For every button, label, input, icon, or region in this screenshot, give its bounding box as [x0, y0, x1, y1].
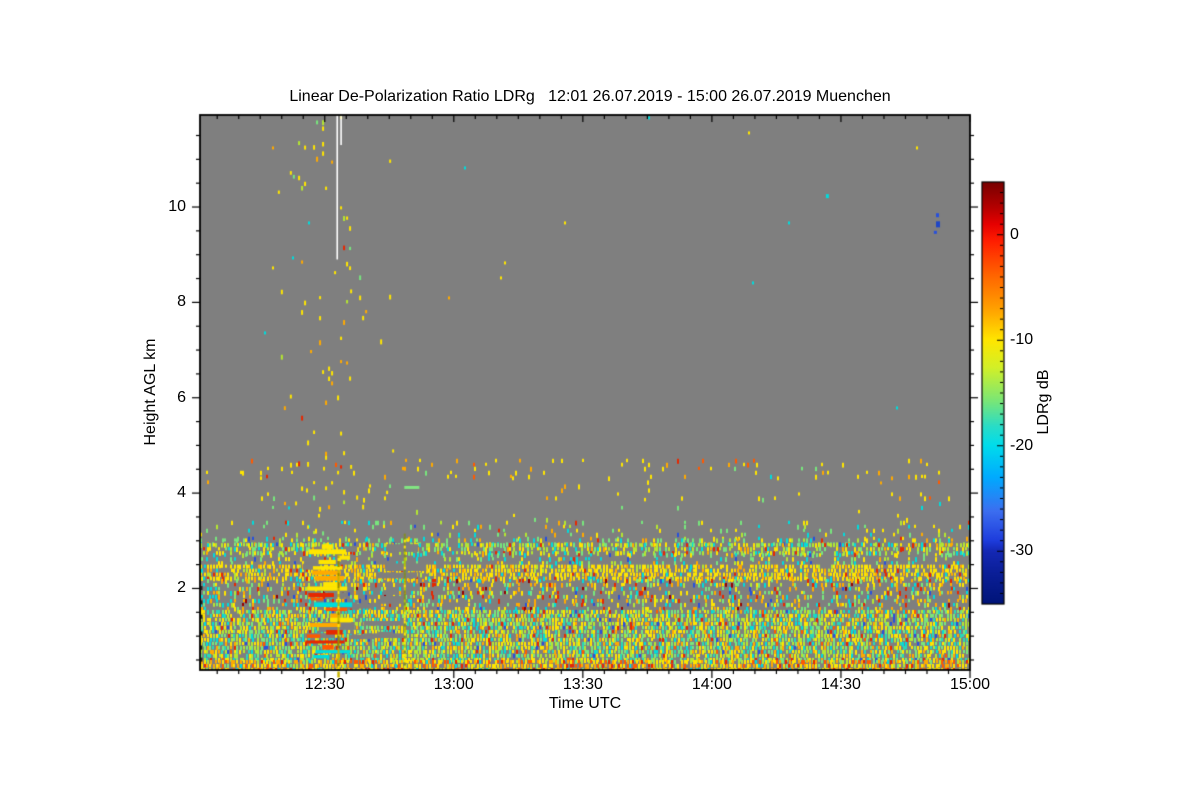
- y-tick-label: 4: [177, 484, 186, 502]
- x-tick-label: 14:30: [820, 676, 861, 693]
- x-axis-label: Time UTC: [548, 695, 622, 712]
- chart-title: Linear De-Polarization Ratio LDRg 12:01 …: [289, 88, 891, 105]
- y-tick-label: 10: [168, 198, 186, 216]
- y-tick-label: 2: [177, 579, 186, 597]
- colorbar-tick-label: -10: [1010, 331, 1034, 349]
- x-tick-label: 13:30: [562, 676, 603, 693]
- y-tick-label: 6: [177, 388, 186, 406]
- colorbar-tick-label: -20: [1010, 436, 1034, 454]
- y-axis-label: Height AGL km: [142, 338, 159, 446]
- x-tick-label: 14:00: [691, 676, 732, 693]
- x-tick-label: 13:00: [433, 676, 474, 693]
- y-tick-label: 8: [177, 293, 186, 311]
- colorbar-label: LDRg dB: [1035, 369, 1052, 435]
- colorbar-tick-label: 0: [1010, 225, 1019, 243]
- x-tick-label: 12:30: [304, 676, 345, 693]
- x-tick-label: 15:00: [949, 676, 991, 693]
- colorbar-tick-label: -30: [1010, 542, 1034, 560]
